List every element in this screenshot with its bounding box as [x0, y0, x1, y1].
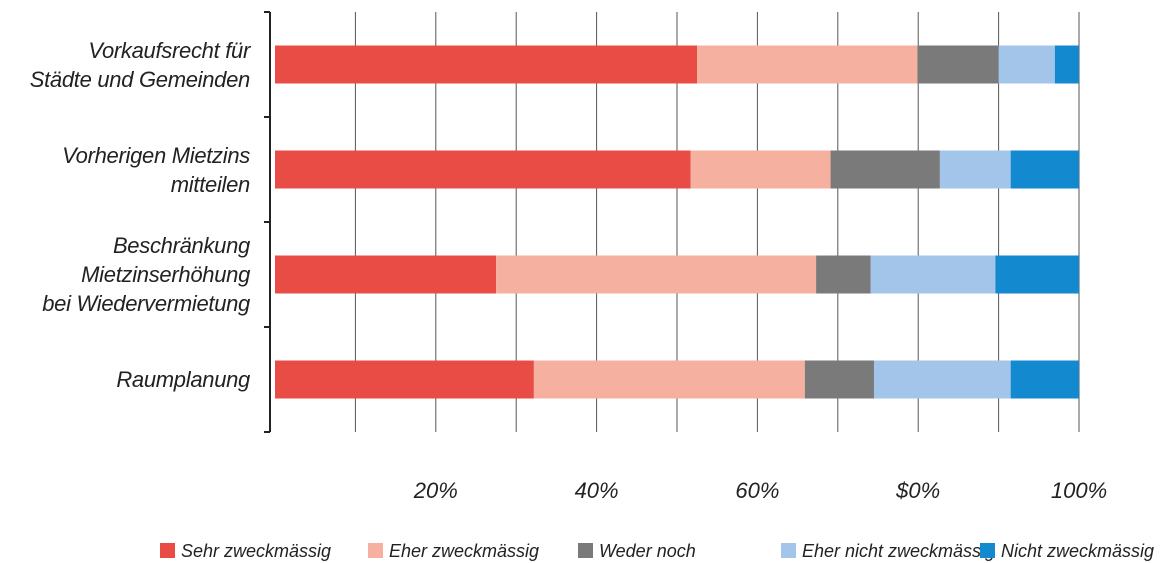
bar-segment	[275, 150, 691, 189]
bar-segment	[873, 360, 1011, 399]
legend-label: Nicht zweckmässig	[1001, 541, 1154, 561]
legend-label: Eher zweckmässig	[389, 541, 539, 561]
bar-segment	[816, 255, 871, 294]
bar-segment	[533, 360, 805, 399]
bar-segment	[690, 150, 831, 189]
x-tick-label: $0%	[895, 478, 940, 503]
y-tick-label: Raumplanung	[116, 367, 250, 392]
bar-segment	[1010, 150, 1079, 189]
y-tick-label: Vorkaufsrecht für Städte und Gemeinden	[29, 37, 251, 92]
bar-segment	[917, 45, 999, 84]
legend-label: Weder noch	[599, 541, 696, 561]
legend-swatch	[781, 543, 796, 558]
bar-segment	[1010, 360, 1079, 399]
bar-segment	[496, 255, 817, 294]
legend-swatch	[368, 543, 383, 558]
x-tick-label: 60%	[735, 478, 779, 503]
bar-segment	[995, 255, 1079, 294]
bar-segment	[870, 255, 996, 294]
bar-segment	[998, 45, 1055, 84]
bar-segment	[275, 360, 534, 399]
x-tick-label: 100%	[1051, 478, 1107, 503]
bar-segment	[939, 150, 1011, 189]
bar-segment	[804, 360, 874, 399]
bar-segment	[830, 150, 940, 189]
bar-segment	[275, 255, 497, 294]
bar-segment	[1054, 45, 1079, 84]
y-tick-label: Beschränkung Mietzinserhöhung bei Wieder…	[42, 233, 250, 316]
legend-swatch	[578, 543, 593, 558]
legend-label: Sehr zweckmässig	[181, 541, 331, 561]
y-tick-label: Vorherigen Mietzins mitteilen	[62, 142, 250, 197]
legend-swatch	[160, 543, 175, 558]
bar-segment	[275, 45, 698, 84]
legend-label: Eher nicht zweckmässig	[802, 541, 995, 561]
bar-segment	[697, 45, 918, 84]
x-tick-label: 20%	[413, 478, 458, 503]
x-tick-label: 40%	[575, 478, 619, 503]
legend-swatch	[980, 543, 995, 558]
